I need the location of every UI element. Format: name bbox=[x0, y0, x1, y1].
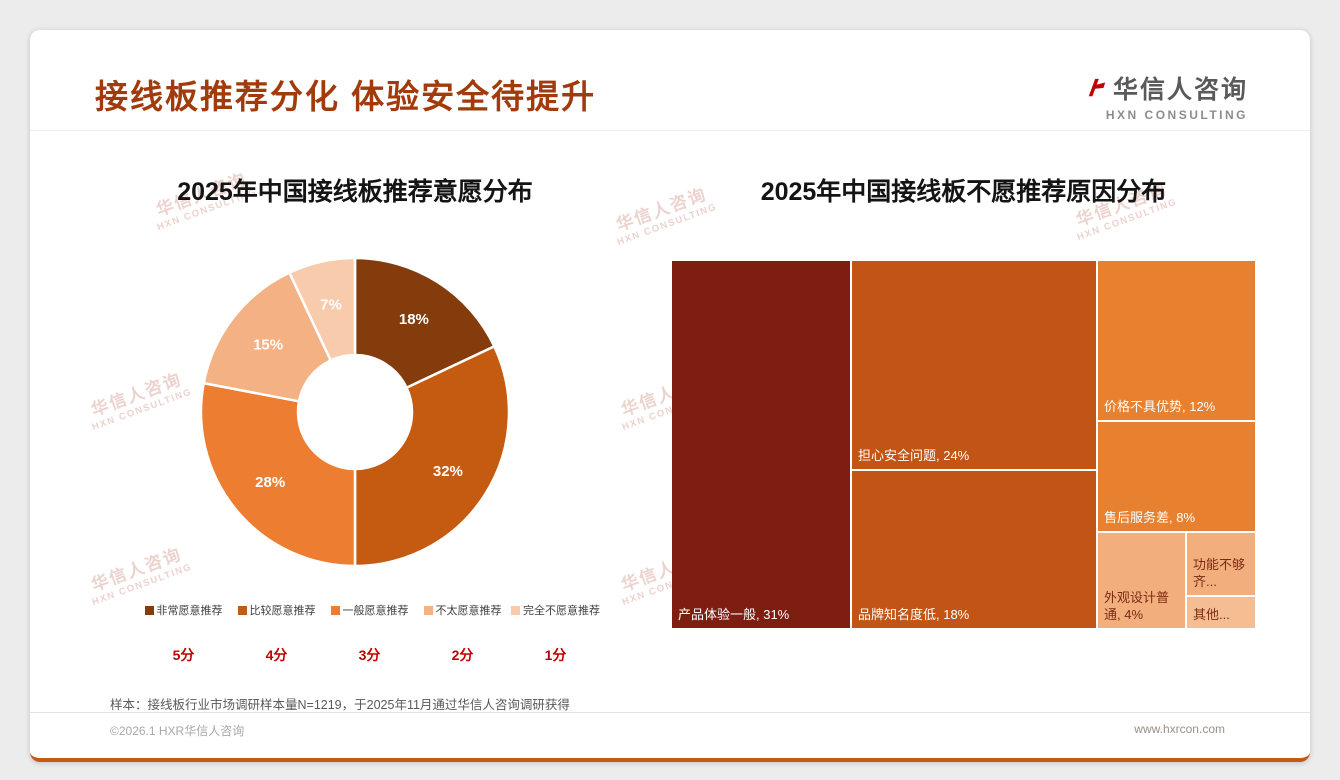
donut-slice-value-label: 18% bbox=[399, 311, 429, 328]
legend-label: 不太愿意推荐 bbox=[435, 605, 502, 617]
donut-slice-2 bbox=[199, 381, 357, 568]
legend-item-4: 完全不愿意推荐 bbox=[509, 602, 602, 618]
logo-text-cn: 华信人咨询 bbox=[1112, 76, 1248, 104]
page-title: 接线板推荐分化 体验安全待提升 bbox=[95, 78, 597, 115]
legend-label: 完全不愿意推荐 bbox=[523, 605, 600, 617]
logo-text-en: HXN CONSULTING bbox=[1105, 108, 1248, 122]
treemap-tile-4: 售后服务差, 8% bbox=[1098, 422, 1255, 531]
score-label-2: 3分 bbox=[358, 647, 381, 663]
donut-legend: 非常愿意推荐 比较愿意推荐 一般愿意推荐 不太愿意推荐 完全不愿意推荐 bbox=[137, 602, 602, 618]
legend-swatch-icon bbox=[237, 605, 247, 615]
treemap-tile-1: 担心安全问题, 24% bbox=[852, 261, 1096, 469]
treemap-tile-label: 价格不具优势, 12% bbox=[1104, 399, 1216, 415]
treemap-tile-6: 功能不够齐... bbox=[1187, 533, 1255, 595]
legend-swatch-icon bbox=[330, 605, 340, 615]
treemap-tile-label: 担心安全问题, 24% bbox=[858, 448, 970, 464]
donut-slice-1 bbox=[353, 345, 511, 568]
website-url: www.hxrcon.com bbox=[1134, 722, 1225, 736]
legend-item-1: 比较愿意推荐 bbox=[230, 602, 323, 618]
score-label-1: 4分 bbox=[265, 647, 288, 663]
treemap-tile-label: 售后服务差, 8% bbox=[1104, 510, 1196, 526]
copyright-text: ©2026.1 HXR华信人咨询 bbox=[110, 724, 245, 738]
donut-slice-value-label: 28% bbox=[255, 474, 285, 491]
treemap-tile-2: 品牌知名度低, 18% bbox=[852, 471, 1096, 628]
score-label-row: 5分 4分 3分 2分 1分 bbox=[137, 645, 602, 665]
donut-slice-value-label: 7% bbox=[320, 297, 342, 314]
treemap-tile-7: 其他... bbox=[1187, 597, 1255, 628]
treemap-tile-label: 其他... bbox=[1193, 607, 1230, 623]
score-label-3: 2分 bbox=[451, 647, 474, 663]
donut-slice-0 bbox=[353, 256, 496, 389]
slide-card: 华信人咨询 HXN CONSULTING 华信人咨询 HXN CONSULTING 华信… bbox=[30, 30, 1310, 762]
footer-divider bbox=[30, 712, 1310, 713]
legend-swatch-icon bbox=[144, 605, 154, 615]
treemap-tile-3: 价格不具优势, 12% bbox=[1098, 261, 1255, 420]
treemap-chart-title: 2025年中国接线板不愿推荐原因分布 bbox=[760, 178, 1167, 206]
sample-footnote: 样本：接线板行业市场调研样本量N=1219，于2025年11月通过华信人咨询调研… bbox=[110, 698, 570, 712]
donut-chart-title: 2025年中国接线板推荐意愿分布 bbox=[177, 178, 533, 206]
legend-item-0: 非常愿意推荐 bbox=[137, 602, 230, 618]
treemap-tile-5: 外观设计普通, 4% bbox=[1098, 533, 1185, 628]
header-divider bbox=[30, 130, 1310, 131]
legend-swatch-icon bbox=[423, 605, 433, 615]
donut-slice-3 bbox=[202, 271, 332, 403]
donut-slice-value-label: 15% bbox=[253, 337, 283, 354]
legend-label: 比较愿意推荐 bbox=[249, 605, 316, 617]
legend-swatch-icon bbox=[511, 605, 520, 615]
treemap-chart: 产品体验一般, 31% 担心安全问题, 24% 品牌知名度低, 18% 价格不具优势,… bbox=[672, 261, 1255, 628]
legend-label: 非常愿意推荐 bbox=[156, 605, 223, 617]
treemap-tile-label: 外观设计普通, 4% bbox=[1104, 590, 1170, 623]
treemap-tile-label: 产品体验一般, 31% bbox=[678, 607, 790, 623]
logo-mark-icon bbox=[1088, 78, 1106, 97]
donut-slice-4 bbox=[288, 256, 357, 362]
score-label-4: 1分 bbox=[544, 647, 567, 663]
treemap-tile-label: 功能不够齐... bbox=[1193, 557, 1246, 590]
logo-top-row: 华信人咨询 bbox=[1086, 70, 1248, 106]
donut-slice-value-label: 32% bbox=[433, 463, 463, 480]
slide-content: 接线板推荐分化 体验安全待提升 华信人咨询 HXN CONSULTING 202… bbox=[30, 30, 1310, 758]
donut-chart: 18% 32% 28% 15% 7% bbox=[199, 256, 511, 568]
legend-item-2: 一般愿意推荐 bbox=[323, 602, 416, 618]
company-logo: 华信人咨询 HXN CONSULTING bbox=[1086, 70, 1248, 122]
legend-label: 一般愿意推荐 bbox=[342, 605, 409, 617]
treemap-tile-0: 产品体验一般, 31% bbox=[672, 261, 850, 628]
score-label-0: 5分 bbox=[172, 647, 195, 663]
legend-item-3: 不太愿意推荐 bbox=[416, 602, 509, 618]
treemap-tile-label: 品牌知名度低, 18% bbox=[858, 607, 970, 623]
